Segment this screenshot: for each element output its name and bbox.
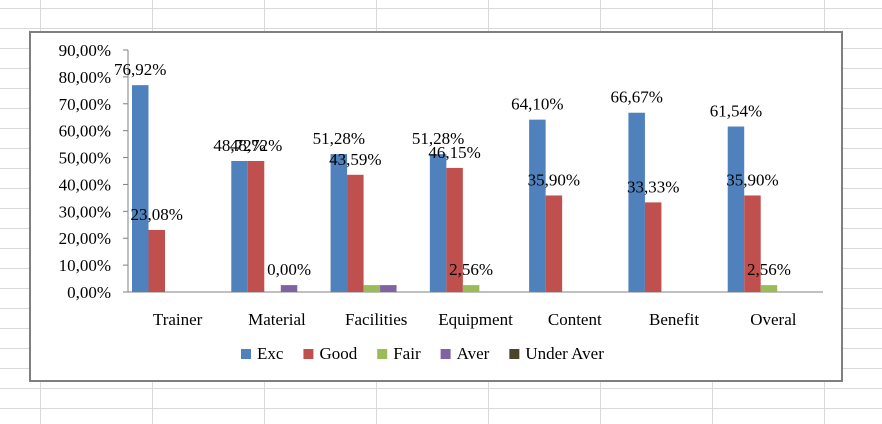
bar-chart: 0,00% 10,00% 20,00% 30,00% 40,00% 50,00% 60,00… — [59, 41, 823, 363]
data-label: 23,08% — [131, 205, 183, 224]
x-category-label: Benefit — [649, 310, 699, 329]
x-category-label: Trainer — [153, 310, 203, 329]
data-label: 51,28% — [412, 129, 464, 148]
x-category-label: Material — [248, 310, 306, 329]
y-tick-label: 50,00% — [59, 149, 111, 168]
data-label: 51,28% — [313, 129, 365, 148]
data-label: 43,59% — [329, 150, 381, 169]
data-label: 48,72% — [230, 136, 282, 155]
bar-exc — [231, 160, 248, 292]
bar-exc — [330, 154, 348, 292]
bar-good — [247, 160, 265, 292]
data-label: 64,10% — [511, 95, 563, 114]
legend-swatch — [303, 349, 314, 359]
bar-good — [545, 195, 563, 292]
y-tick-label: 20,00% — [59, 229, 111, 248]
bar-aver — [280, 285, 298, 292]
y-tick-label: 90,00% — [59, 41, 111, 60]
chart-area: 0,00% 10,00% 20,00% 30,00% 40,00% 50,00% 60,00… — [29, 31, 843, 382]
bar-exc — [429, 154, 447, 292]
data-label: 66,67% — [610, 88, 662, 107]
legend-swatch — [440, 349, 451, 359]
data-label: 0,00% — [267, 260, 311, 279]
x-category-label: Content — [548, 310, 602, 329]
y-tick-label: 30,00% — [59, 202, 111, 221]
data-label: 35,90% — [528, 170, 580, 189]
y-tick-label: 0,00% — [67, 283, 111, 302]
bar-exc — [628, 112, 645, 292]
bar-aver — [380, 285, 397, 292]
legend-label: Fair — [393, 344, 421, 363]
legend-label: Exc — [257, 344, 284, 363]
bar-exc — [727, 126, 745, 292]
legend-label: Good — [319, 344, 357, 363]
legend-swatch — [377, 349, 388, 359]
y-tick-label: 80,00% — [59, 68, 111, 87]
data-label: 61,54% — [710, 102, 762, 121]
bar-exc — [132, 85, 149, 292]
legend-swatch — [241, 349, 251, 359]
data-label: 76,92% — [114, 60, 166, 79]
bar-fair — [363, 285, 381, 292]
y-tick-label: 60,00% — [59, 122, 111, 141]
x-category-label: Equipment — [438, 310, 513, 329]
data-label: 48,72% — [213, 136, 265, 155]
bar-fair — [760, 285, 778, 292]
bar-good — [744, 195, 761, 292]
bar-good — [446, 167, 463, 292]
data-label: 46,15% — [428, 143, 480, 162]
y-tick-label: 40,00% — [59, 175, 111, 194]
y-tick-label: 70,00% — [59, 95, 111, 114]
data-label: 35,90% — [726, 170, 778, 189]
y-tick-label: 10,00% — [59, 256, 111, 275]
bar-good — [148, 229, 165, 292]
bar-good — [644, 202, 662, 292]
bar-exc — [529, 119, 546, 293]
x-category-label: Overal — [750, 310, 797, 329]
legend-label: Aver — [457, 344, 490, 363]
x-category-label: Facilities — [345, 310, 407, 329]
data-label: 2,56% — [449, 260, 493, 279]
legend-label: Under Aver — [525, 344, 604, 363]
legend-swatch — [509, 349, 520, 359]
bar-fair — [462, 285, 480, 292]
data-label: 2,56% — [747, 260, 791, 279]
bar-good — [347, 174, 364, 292]
data-label: 33,33% — [627, 177, 679, 196]
